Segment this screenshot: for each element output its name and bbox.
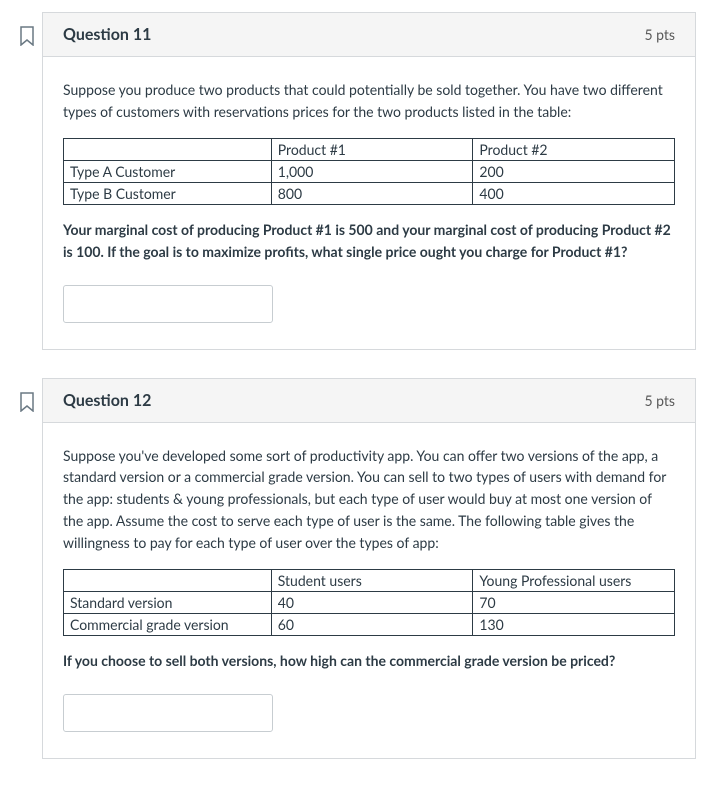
table-cell: 70 [473,592,675,614]
table-header-cell: Product #1 [271,139,473,161]
table-cell: 40 [271,592,473,614]
answer-input[interactable] [63,285,273,323]
question-followup-text: If you choose to sell both versions, how… [63,650,675,672]
table-header-row: Product #1 Product #2 [64,139,675,161]
question-card: Question 12 5 pts Suppose you've develop… [42,378,696,759]
table-cell: 1,000 [271,161,473,183]
table-cell: 400 [473,183,675,205]
table-cell: 60 [271,614,473,636]
table-header-row: Student users Young Professional users [64,570,675,592]
question-intro-text: Suppose you've developed some sort of pr… [63,445,675,553]
table-row: Type A Customer 1,000 200 [64,161,675,183]
table-cell: Type B Customer [64,183,272,205]
table-cell: Standard version [64,592,272,614]
question-points: 5 pts [644,392,675,409]
reservation-price-table: Product #1 Product #2 Type A Customer 1,… [63,138,675,205]
bookmark-column [12,12,42,49]
table-header-cell [64,570,272,592]
question-points: 5 pts [644,26,675,43]
table-row: Type B Customer 800 400 [64,183,675,205]
answer-input[interactable] [63,694,273,732]
willingness-to-pay-table: Student users Young Professional users S… [63,569,675,636]
question-body: Suppose you produce two products that co… [43,57,695,349]
question-title: Question 11 [63,25,151,44]
table-cell: Type A Customer [64,161,272,183]
question-followup-text: Your marginal cost of producing Product … [63,219,675,262]
question-block: Question 12 5 pts Suppose you've develop… [12,378,696,759]
question-header: Question 12 5 pts [43,379,695,423]
table-header-cell: Product #2 [473,139,675,161]
table-cell: 800 [271,183,473,205]
bookmark-icon[interactable] [19,392,35,415]
question-intro-text: Suppose you produce two products that co… [63,79,675,122]
question-block: Question 11 5 pts Suppose you produce tw… [12,12,696,350]
question-card: Question 11 5 pts Suppose you produce tw… [42,12,696,350]
bookmark-icon[interactable] [19,26,35,49]
bookmark-column [12,378,42,415]
table-row: Commercial grade version 60 130 [64,614,675,636]
table-header-cell: Young Professional users [473,570,675,592]
table-header-cell: Student users [271,570,473,592]
question-header: Question 11 5 pts [43,13,695,57]
table-row: Standard version 40 70 [64,592,675,614]
table-cell: 130 [473,614,675,636]
question-body: Suppose you've developed some sort of pr… [43,423,695,758]
table-cell: 200 [473,161,675,183]
table-header-cell [64,139,272,161]
table-cell: Commercial grade version [64,614,272,636]
question-title: Question 12 [63,391,151,410]
